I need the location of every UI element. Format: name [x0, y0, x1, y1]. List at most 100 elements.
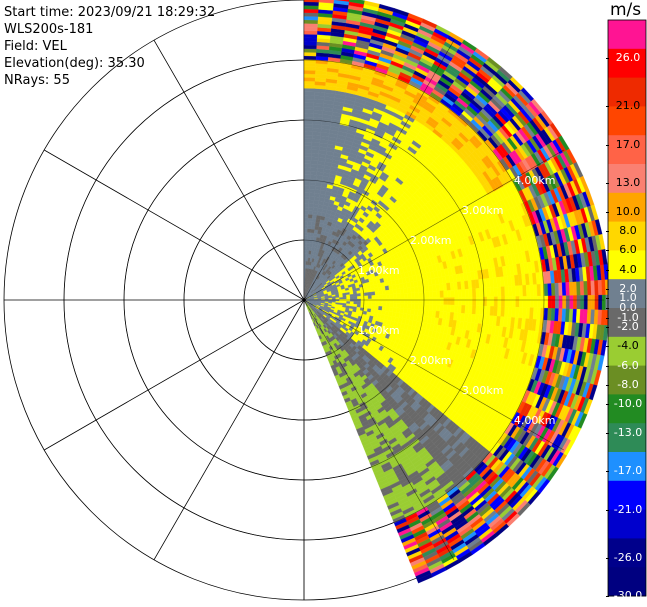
velocity-gate	[307, 228, 312, 233]
range-ring-label: 2.00km	[410, 234, 452, 247]
velocity-gate	[307, 217, 313, 222]
velocity-gate	[450, 289, 455, 298]
velocity-gate	[429, 297, 434, 305]
velocity-gate	[371, 305, 376, 310]
velocity-gate	[508, 296, 513, 308]
velocity-gate	[303, 206, 309, 211]
velocity-gate	[569, 295, 574, 310]
velocity-gate	[303, 199, 310, 204]
colorbar-tick-mark	[606, 58, 609, 60]
velocity-gate	[303, 109, 314, 114]
velocity-gate	[500, 286, 506, 297]
velocity-gate	[350, 299, 354, 302]
velocity-gate	[367, 291, 372, 296]
velocity-gate	[353, 296, 358, 300]
velocity-gate	[303, 203, 309, 208]
velocity-gate	[406, 287, 412, 294]
colorbar-segment	[608, 192, 646, 223]
velocity-gate	[418, 297, 423, 305]
velocity-gate	[303, 73, 316, 78]
velocity-gate	[392, 307, 397, 313]
velocity-gate	[598, 294, 603, 311]
velocity-gate	[374, 302, 380, 307]
velocity-gate	[356, 293, 362, 297]
velocity-gate	[303, 88, 315, 93]
velocity-gate	[475, 305, 480, 315]
colorbar-tick-label: 2.0	[619, 281, 637, 295]
velocity-gate	[385, 289, 390, 295]
velocity-gate	[425, 303, 430, 311]
velocity-gate	[303, 91, 315, 96]
velocity-gate	[371, 291, 376, 296]
velocity-gate	[565, 282, 570, 296]
velocity-gate	[414, 286, 419, 293]
velocity-gate	[447, 297, 452, 306]
velocity-gate	[378, 298, 383, 303]
velocity-gate	[396, 307, 401, 314]
colorbar-tick-mark	[606, 106, 609, 108]
velocity-gate	[543, 283, 549, 297]
velocity-gate	[303, 156, 312, 161]
velocity-gate	[310, 171, 318, 176]
colorbar-tick-mark	[606, 308, 609, 309]
velocity-gate	[486, 296, 491, 307]
colorbar-segment	[608, 20, 646, 50]
velocity-gate	[407, 298, 412, 304]
velocity-gate	[303, 170, 311, 175]
velocity-gate	[335, 297, 340, 300]
velocity-gate	[479, 287, 484, 298]
colorbar-segment	[608, 567, 646, 597]
velocity-gate	[309, 192, 315, 197]
velocity-gate	[591, 295, 596, 310]
velocity-gate	[411, 298, 416, 304]
colorbar-tick-mark	[606, 250, 609, 252]
velocity-gate	[457, 305, 462, 314]
velocity-gate	[303, 257, 307, 262]
velocity-gate	[308, 203, 314, 208]
velocity-gate	[475, 296, 480, 307]
velocity-gate	[353, 293, 358, 297]
velocity-gate	[303, 228, 308, 233]
velocity-gate	[364, 292, 369, 297]
velocity-gate	[403, 287, 408, 294]
velocity-gate	[443, 290, 448, 298]
velocity-gate	[303, 134, 313, 139]
velocity-gate	[432, 297, 437, 305]
velocity-gate	[303, 210, 309, 215]
velocity-gate	[303, 167, 311, 172]
velocity-gate	[562, 295, 567, 309]
colorbar-tick-label: -13.0	[613, 425, 643, 439]
velocity-gate	[457, 297, 462, 306]
velocity-gate	[303, 98, 315, 104]
velocity-gate	[303, 120, 314, 125]
velocity-gate	[436, 290, 441, 298]
colorbar-segment	[608, 394, 646, 424]
velocity-gate	[357, 301, 362, 305]
colorbar-unit-title: m/s	[610, 0, 642, 20]
velocity-gate	[537, 295, 542, 309]
velocity-gate	[303, 145, 312, 150]
velocity-gate	[547, 283, 552, 297]
velocity-gate	[303, 106, 314, 111]
velocity-gate	[303, 34, 318, 39]
velocity-gate	[378, 294, 383, 299]
velocity-gate	[400, 293, 405, 299]
velocity-gate	[310, 156, 319, 162]
velocity-gate	[464, 288, 470, 298]
colorbar-tick-label: 8.0	[619, 224, 637, 238]
velocity-gate	[551, 295, 556, 309]
velocity-gate	[342, 299, 347, 302]
colorbar-tick-mark	[606, 365, 609, 367]
colorbar-tick-label: -1.0	[617, 310, 639, 324]
colorbar-tick-mark	[606, 144, 609, 146]
velocity-gate	[381, 290, 387, 295]
velocity-gate	[353, 301, 358, 305]
velocity-gate	[349, 294, 354, 298]
range-ring-label: 1.00km	[358, 324, 400, 337]
colorbar-tick-mark	[606, 432, 609, 434]
velocity-gate	[450, 297, 455, 306]
colorbar-tick-label: 0.0	[619, 301, 637, 314]
velocity-gate	[303, 16, 319, 21]
colorbar-tick-label: -2.0	[617, 320, 639, 334]
velocity-gate	[382, 298, 387, 303]
